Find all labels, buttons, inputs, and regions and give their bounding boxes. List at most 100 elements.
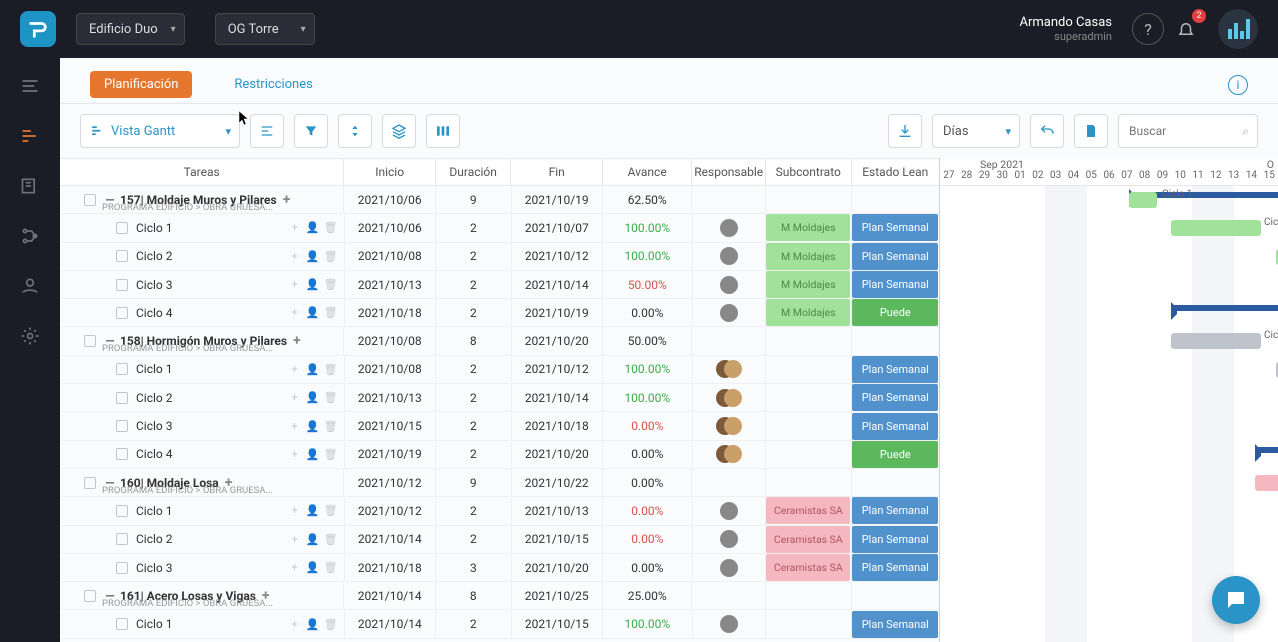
cell-duracion[interactable]: 2 [436, 526, 512, 553]
add-icon[interactable]: + [288, 448, 302, 461]
cell-fin[interactable]: 2021/10/25 [512, 582, 603, 609]
add-task-icon[interactable]: + [283, 192, 291, 208]
user-icon[interactable]: 👤 [306, 533, 320, 546]
row-checkbox[interactable] [116, 279, 128, 291]
cell-inicio[interactable]: 2021/10/19 [345, 441, 436, 468]
cell-duracion[interactable]: 8 [436, 327, 512, 354]
cell-fin[interactable]: 2021/10/14 [512, 384, 603, 411]
cell-duracion[interactable]: 2 [436, 356, 512, 383]
cell-avance[interactable]: 50.00% [603, 271, 692, 298]
cell-estado[interactable] [852, 186, 939, 213]
gantt-body[interactable]: Ciclo 1Ciclo 2Ciclo 1CCiclo 1 [940, 186, 1278, 642]
table-row[interactable]: Ciclo 1+👤🗑2021/10/1422021/10/15100.00%Pl… [60, 610, 939, 638]
cell-inicio[interactable]: 2021/10/18 [345, 554, 436, 581]
building-select[interactable]: OG Torre ▾ [215, 13, 315, 45]
add-icon[interactable]: + [288, 618, 302, 631]
cell-subcontrato[interactable] [766, 441, 851, 468]
col-duracion[interactable]: Duración [436, 159, 512, 185]
cell-subcontrato[interactable]: M Moldajes [766, 271, 851, 298]
cell-estado[interactable] [852, 327, 939, 354]
cell-fin[interactable]: 2021/10/14 [512, 271, 603, 298]
cell-responsable[interactable] [693, 243, 767, 270]
cell-fin[interactable]: 2021/10/07 [512, 214, 603, 241]
row-checkbox[interactable] [116, 250, 128, 262]
gantt-row[interactable] [940, 412, 1278, 440]
gantt-row[interactable]: C [940, 356, 1278, 384]
table-row[interactable]: Ciclo 3+👤🗑2021/10/1322021/10/1450.00%M M… [60, 271, 939, 299]
row-checkbox[interactable] [116, 448, 128, 460]
cell-subcontrato[interactable] [766, 610, 851, 637]
gantt-bar[interactable] [1255, 475, 1278, 491]
delete-icon[interactable]: 🗑 [324, 306, 338, 319]
table-row[interactable]: Ciclo 1+👤🗑2021/10/1222021/10/130.00%Cera… [60, 497, 939, 525]
cell-duracion[interactable]: 2 [436, 214, 512, 241]
cell-duracion[interactable]: 3 [436, 554, 512, 581]
add-task-icon[interactable]: + [293, 333, 301, 349]
gantt-bar[interactable] [1171, 220, 1261, 236]
cell-fin[interactable]: 2021/10/13 [512, 497, 603, 524]
notifications-button[interactable]: 2 [1170, 13, 1202, 45]
cell-inicio[interactable]: 2021/10/14 [345, 610, 436, 637]
cell-subcontrato[interactable]: Ceramistas SA [766, 497, 851, 524]
user-icon[interactable]: 👤 [306, 618, 320, 631]
cell-fin[interactable]: 2021/10/20 [512, 441, 603, 468]
cell-estado[interactable]: Plan Semanal [852, 497, 939, 524]
sidebar-item-gantt[interactable] [16, 122, 44, 150]
document-button[interactable] [1074, 114, 1108, 148]
delete-icon[interactable]: 🗑 [324, 533, 338, 546]
table-row[interactable]: Ciclo 2+👤🗑2021/10/0822021/10/12100.00%M … [60, 243, 939, 271]
cell-fin[interactable]: 2021/10/18 [512, 412, 603, 439]
add-icon[interactable]: + [288, 533, 302, 546]
gantt-bar[interactable] [1129, 192, 1157, 208]
add-icon[interactable]: + [288, 504, 302, 517]
cell-inicio[interactable]: 2021/10/14 [344, 582, 435, 609]
sidebar-item-1[interactable] [16, 72, 44, 100]
cell-estado[interactable]: Plan Semanal [852, 610, 939, 637]
row-checkbox[interactable] [84, 335, 96, 347]
col-fin[interactable]: Fin [511, 159, 602, 185]
add-icon[interactable]: + [288, 221, 302, 234]
table-row[interactable]: Ciclo 3+👤🗑2021/10/1522021/10/180.00%Plan… [60, 412, 939, 440]
add-icon[interactable]: + [288, 391, 302, 404]
cell-responsable[interactable] [692, 327, 766, 354]
col-inicio[interactable]: Inicio [344, 159, 435, 185]
cell-responsable[interactable] [693, 299, 767, 326]
cell-inicio[interactable]: 2021/10/12 [345, 497, 436, 524]
cell-responsable[interactable] [693, 356, 767, 383]
gantt-row[interactable] [940, 271, 1278, 299]
cell-fin[interactable]: 2021/10/12 [512, 356, 603, 383]
cell-estado[interactable]: Plan Semanal [852, 526, 939, 553]
info-button[interactable]: i [1228, 75, 1248, 95]
row-checkbox[interactable] [116, 562, 128, 574]
cell-estado[interactable]: Plan Semanal [852, 554, 939, 581]
cell-inicio[interactable]: 2021/10/08 [344, 327, 435, 354]
cell-inicio[interactable]: 2021/10/13 [345, 271, 436, 298]
search-input[interactable] [1129, 124, 1247, 138]
cell-subcontrato[interactable]: M Moldajes [766, 214, 851, 241]
cell-subcontrato[interactable] [766, 412, 851, 439]
table-row[interactable]: Ciclo 1+👤🗑2021/10/0622021/10/07100.00%M … [60, 214, 939, 242]
cell-responsable[interactable] [693, 412, 767, 439]
user-icon[interactable]: 👤 [306, 306, 320, 319]
cell-inicio[interactable]: 2021/10/12 [344, 469, 435, 496]
cell-estado[interactable]: Puede [852, 441, 939, 468]
cell-responsable[interactable] [693, 610, 767, 637]
add-icon[interactable]: + [288, 420, 302, 433]
download-button[interactable] [888, 114, 922, 148]
user-icon[interactable]: 👤 [306, 561, 320, 574]
search-box[interactable]: ⌕ [1118, 114, 1258, 148]
app-logo[interactable] [20, 11, 56, 47]
columns-button[interactable] [426, 114, 460, 148]
cell-inicio[interactable]: 2021/10/15 [345, 412, 436, 439]
row-checkbox[interactable] [116, 618, 128, 630]
cell-inicio[interactable]: 2021/10/13 [345, 384, 436, 411]
cell-duracion[interactable]: 9 [436, 469, 512, 496]
add-icon[interactable]: + [288, 278, 302, 291]
cell-inicio[interactable]: 2021/10/14 [345, 526, 436, 553]
cell-responsable[interactable] [692, 469, 766, 496]
cell-avance[interactable]: 62.50% [603, 186, 692, 213]
cell-duracion[interactable]: 2 [436, 412, 512, 439]
sort-button[interactable] [338, 114, 372, 148]
cell-duracion[interactable]: 9 [436, 186, 512, 213]
gantt-bar[interactable] [1171, 333, 1261, 349]
